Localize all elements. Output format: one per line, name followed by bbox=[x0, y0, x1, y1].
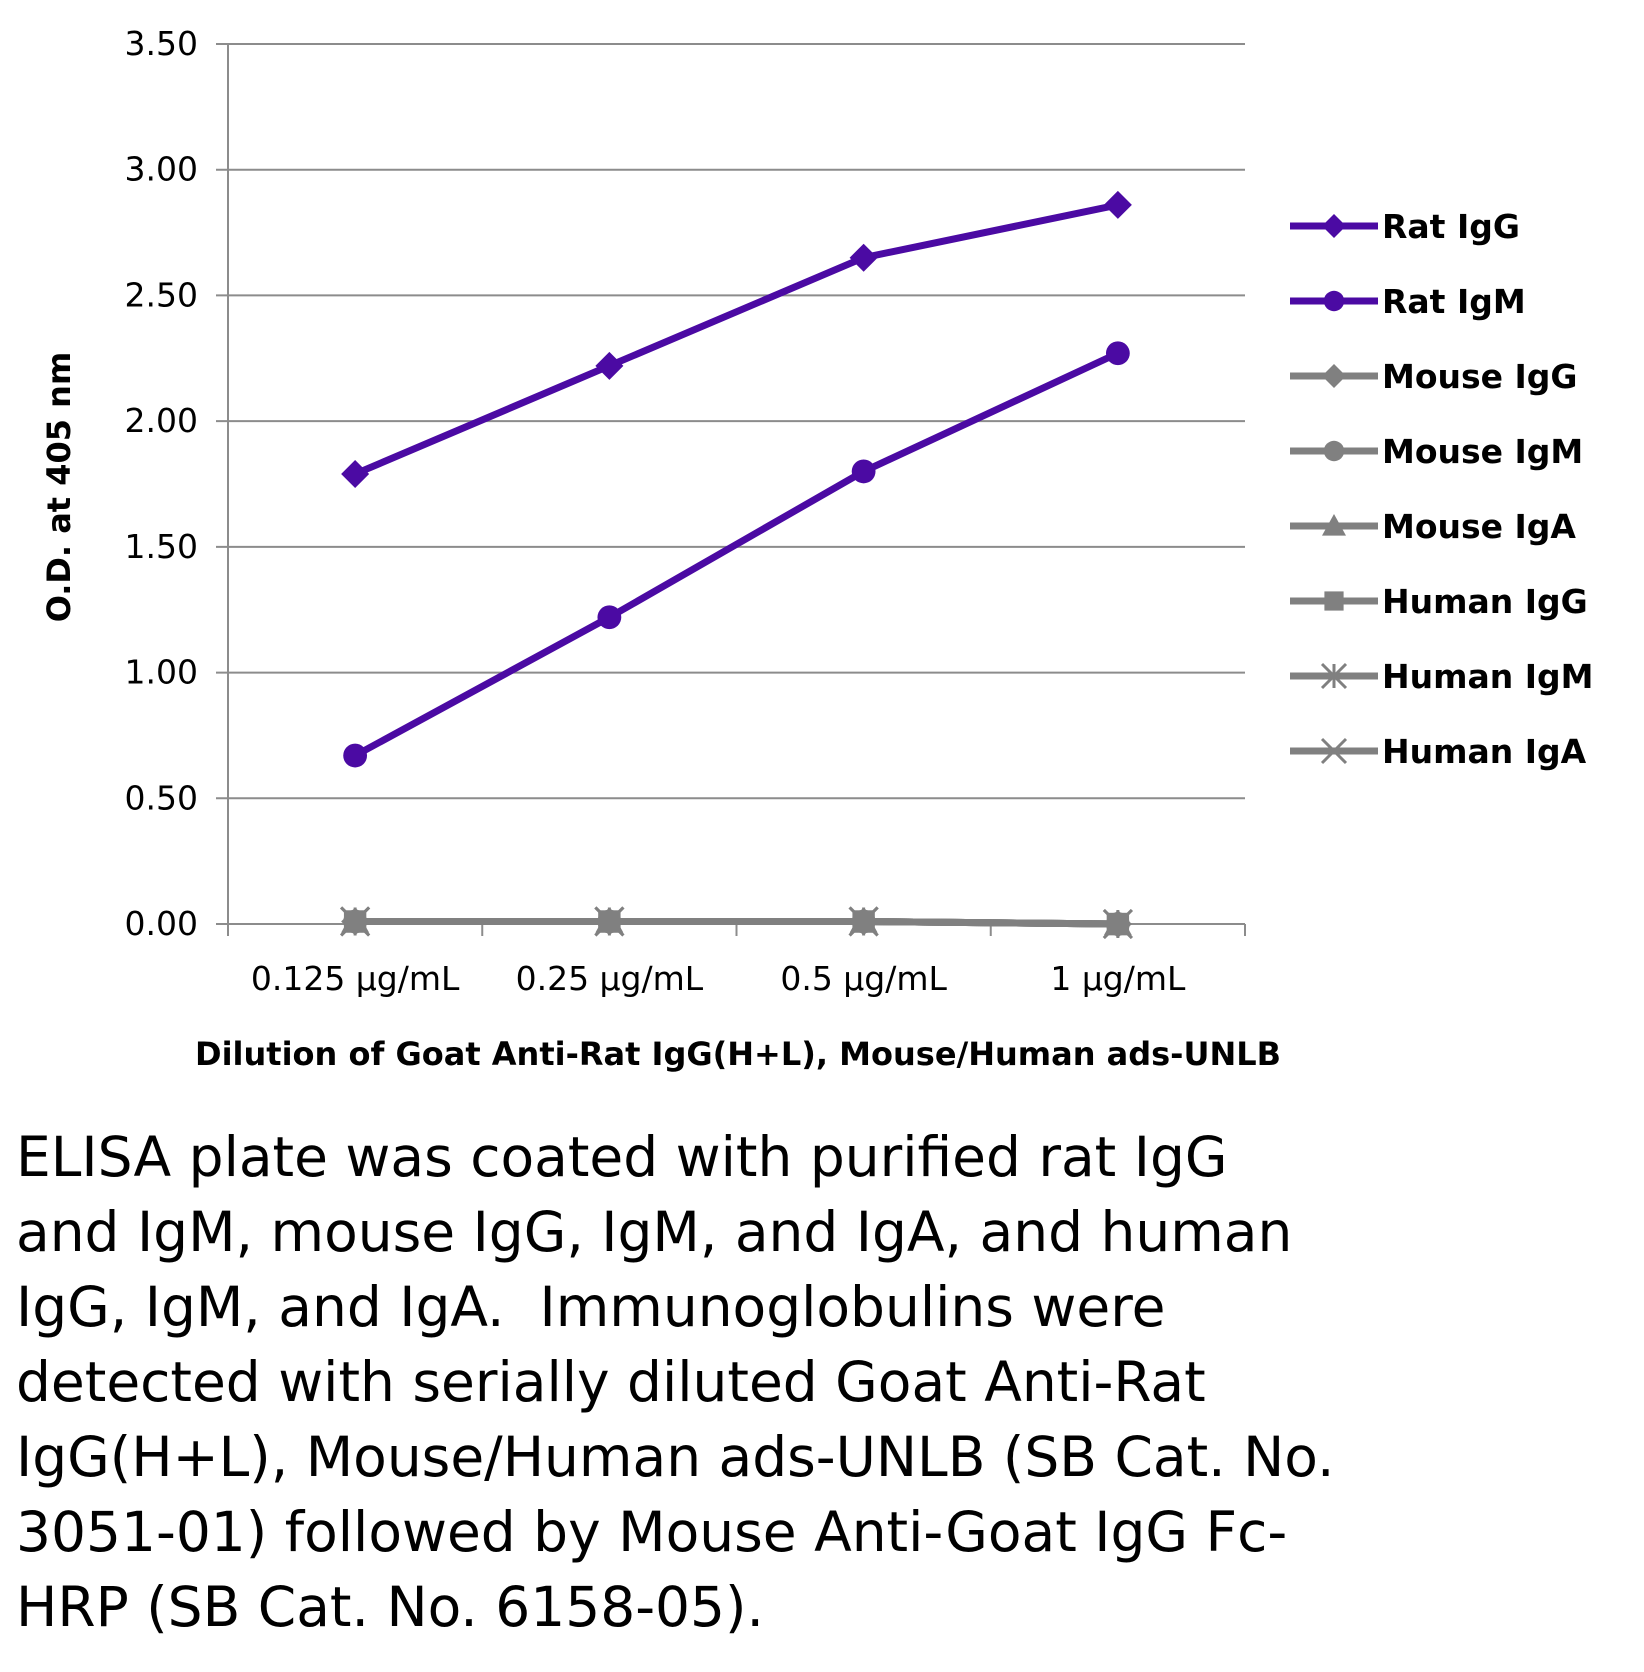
data-point bbox=[341, 907, 370, 936]
x-tick-label: 0.25 µg/mL bbox=[516, 959, 704, 998]
legend-label: Rat IgG bbox=[1382, 207, 1520, 246]
data-point bbox=[851, 459, 876, 484]
legend-item: Rat IgM bbox=[1290, 282, 1526, 321]
y-tick-label: 3.50 bbox=[125, 24, 198, 63]
series-line bbox=[353, 350, 1120, 759]
legend-marker bbox=[1320, 662, 1348, 690]
y-tick-label: 1.50 bbox=[125, 527, 198, 566]
legend-marker bbox=[1320, 737, 1348, 765]
series-rat-igm bbox=[343, 341, 1130, 768]
legend-label: Mouse IgA bbox=[1382, 507, 1576, 546]
x-tick-labels: 0.125 µg/mL 0.25 µg/mL 0.5 µg/mL 1 µg/mL bbox=[251, 959, 1186, 998]
data-point bbox=[595, 351, 624, 380]
legend-label: Mouse IgG bbox=[1382, 357, 1578, 396]
y-tick-label: 1.00 bbox=[125, 653, 198, 692]
legend-label: Mouse IgM bbox=[1382, 432, 1583, 471]
data-point bbox=[343, 743, 368, 768]
legend-label: Human IgM bbox=[1382, 657, 1594, 696]
gridlines bbox=[216, 43, 1245, 800]
legend-marker bbox=[1323, 440, 1345, 462]
data-point bbox=[849, 907, 878, 936]
data-point bbox=[1103, 190, 1132, 219]
x-tick-label: 0.125 µg/mL bbox=[251, 959, 460, 998]
legend-label: Rat IgM bbox=[1382, 282, 1526, 321]
series-lines bbox=[340, 190, 1133, 940]
series-line bbox=[353, 201, 1119, 478]
figure-caption: ELISA plate was coated with purified rat… bbox=[16, 1125, 1335, 1639]
data-point bbox=[849, 243, 878, 272]
y-axis-title: O.D. at 405 nm bbox=[40, 352, 78, 623]
legend-marker bbox=[1322, 364, 1346, 388]
legend-item: Mouse IgM bbox=[1290, 432, 1583, 471]
data-point bbox=[595, 907, 624, 936]
axes bbox=[216, 44, 1246, 936]
legend-marker bbox=[1322, 514, 1346, 536]
y-tick-label: 2.50 bbox=[125, 275, 198, 314]
x-tick-label: 0.5 µg/mL bbox=[780, 959, 947, 998]
data-point bbox=[597, 605, 622, 630]
x-tick-label: 1 µg/mL bbox=[1050, 959, 1186, 998]
series-mouse-igg bbox=[341, 907, 1132, 938]
legend-item: Human IgG bbox=[1290, 582, 1588, 621]
series-rat-igg bbox=[341, 190, 1132, 488]
data-point bbox=[1103, 910, 1132, 938]
y-tick-labels: 0.00 0.50 1.00 1.50 2.00 2.50 3.00 3.50 bbox=[125, 24, 198, 943]
elisa-line-chart: 0.00 0.50 1.00 1.50 2.00 2.50 3.00 3.50 0.125 µ… bbox=[40, 24, 1594, 1073]
y-tick-label: 0.50 bbox=[125, 778, 198, 817]
y-tick-label: 2.00 bbox=[125, 401, 198, 440]
legend-item: Human IgM bbox=[1290, 657, 1594, 696]
legend: Rat IgG Rat IgM Mouse IgG Mouse IgM Mouse Ig… bbox=[1290, 207, 1594, 771]
y-tick-label: 0.00 bbox=[125, 904, 198, 943]
legend-marker bbox=[1322, 214, 1346, 238]
data-point bbox=[341, 459, 370, 488]
data-point bbox=[1105, 341, 1130, 366]
legend-item: Mouse IgA bbox=[1290, 507, 1576, 546]
legend-label: Human IgA bbox=[1382, 732, 1587, 771]
legend-item: Human IgA bbox=[1290, 732, 1587, 771]
x-axis-title: Dilution of Goat Anti-Rat IgG(H+L), Mous… bbox=[195, 1035, 1281, 1073]
legend-item: Mouse IgG bbox=[1290, 357, 1578, 396]
series-line bbox=[355, 917, 1118, 928]
legend-label: Human IgG bbox=[1382, 582, 1588, 621]
legend-marker bbox=[1323, 290, 1345, 312]
legend-item: Rat IgG bbox=[1290, 207, 1520, 246]
legend-marker bbox=[1324, 591, 1344, 611]
y-tick-label: 3.00 bbox=[125, 150, 198, 189]
